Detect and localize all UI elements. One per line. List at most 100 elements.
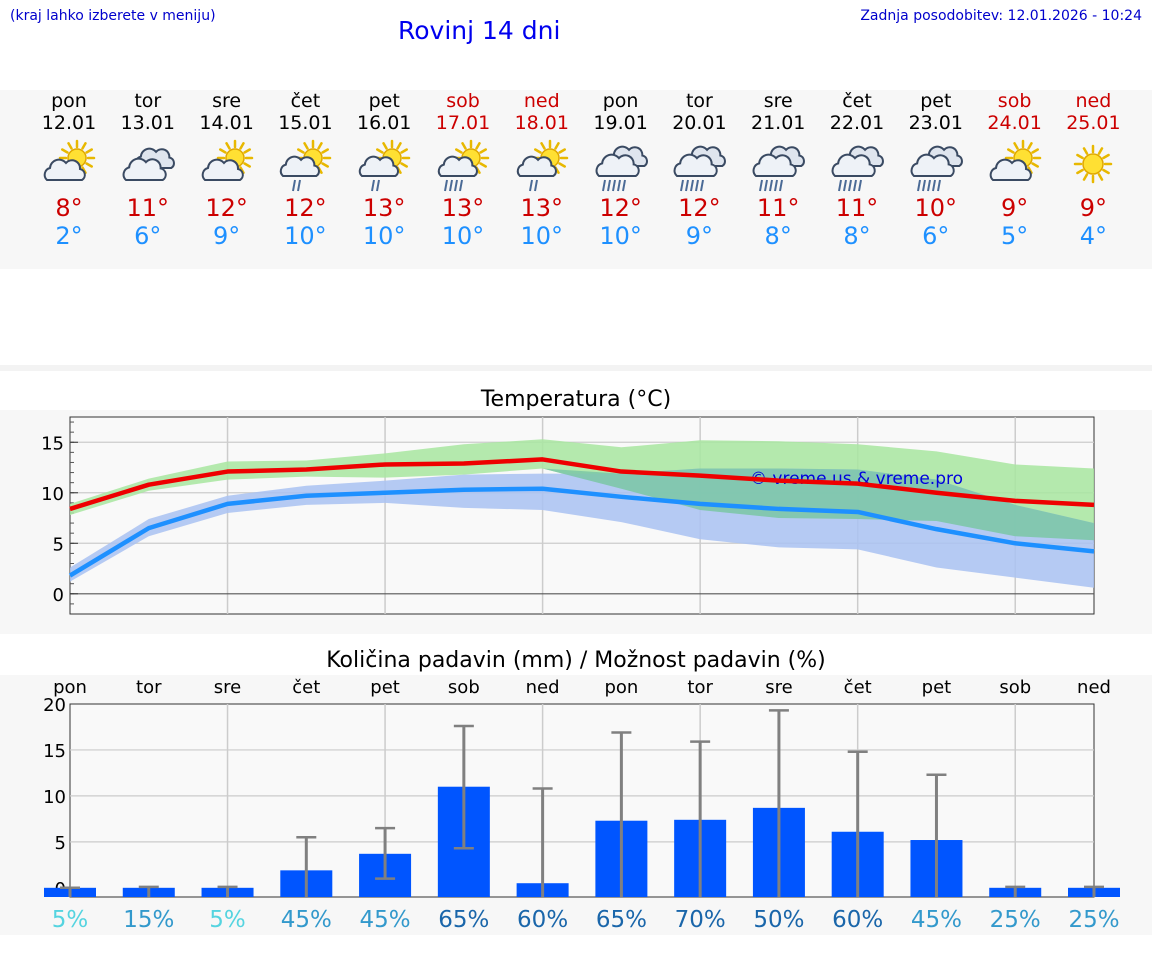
day-name: pon	[51, 90, 87, 112]
precipitation-probability: 5%	[52, 907, 89, 933]
max-temperature: 13°	[362, 194, 406, 222]
max-temperature: 12°	[678, 194, 721, 222]
day-date: 13.01	[120, 112, 175, 134]
clouds-rain-icon	[595, 145, 648, 192]
x-category-label: pet	[370, 677, 400, 698]
max-temperature: 11°	[126, 194, 170, 222]
min-temperature: 2°	[55, 222, 83, 250]
day-column: pon 12.01 8° 2°	[29, 90, 109, 250]
x-category-label: sob	[448, 677, 480, 698]
max-temperature: 8°	[55, 194, 83, 222]
day-name: ned	[523, 90, 560, 112]
day-column: pon 19.01 12° 10°	[581, 90, 661, 250]
y-tick-label: 5	[55, 833, 66, 854]
day-column: čet 15.01 12° 10°	[265, 90, 345, 250]
min-temperature: 10°	[599, 222, 642, 250]
y-tick-label: 15	[41, 433, 64, 454]
min-temperature: 8°	[764, 222, 792, 250]
day-name: sob	[997, 90, 1032, 112]
day-date: 24.01	[987, 112, 1042, 134]
sun-cloud-icon	[201, 139, 253, 181]
day-date: 19.01	[593, 112, 648, 134]
y-tick-label: 10	[41, 484, 64, 505]
x-category-label: čet	[292, 677, 320, 698]
max-temperature: 11°	[756, 194, 800, 222]
max-temperature: 9°	[1079, 194, 1108, 222]
y-tick-label: 5	[53, 534, 64, 555]
day-name: pon	[602, 90, 639, 112]
day-date: 18.01	[514, 112, 569, 134]
min-temperature: 8°	[843, 222, 871, 250]
day-column: ned 25.01 9° 4°	[1053, 90, 1133, 250]
max-temperature: 9°	[1000, 194, 1029, 222]
max-temperature: 12°	[284, 194, 327, 222]
precipitation-probability: 70%	[675, 907, 726, 933]
watermark: © vreme.us & vreme.pro	[750, 469, 963, 489]
min-temperature: 10°	[441, 222, 485, 250]
day-name: ned	[1075, 90, 1112, 112]
max-temperature: 12°	[599, 194, 642, 222]
page-title: Rovinj 14 dni	[398, 16, 561, 45]
day-column: sob 17.01 13° 10°	[423, 90, 503, 250]
day-date: 22.01	[829, 112, 885, 134]
day-name: tor	[134, 90, 162, 112]
day-date: 12.01	[41, 112, 97, 134]
x-category-label: pon	[53, 677, 87, 698]
day-column: ned 18.01 13° 10°	[502, 90, 582, 250]
y-tick-label: 10	[43, 787, 66, 808]
clouds-icon	[122, 147, 175, 181]
day-column: sre 14.01 12° 9°	[187, 90, 267, 250]
day-column: tor 20.01 12° 9°	[659, 90, 739, 250]
clouds-rain-icon	[831, 145, 884, 192]
location-hint: (kraj lahko izberete v meniju)	[10, 8, 216, 24]
day-column: tor 13.01 11° 6°	[108, 90, 188, 250]
precipitation-probability: 45%	[360, 907, 411, 933]
x-category-label: tor	[136, 677, 162, 698]
clouds-rain-icon	[752, 145, 806, 192]
precipitation-chart: 05101520pontorsrečetpetsobnedpontorsreče…	[43, 677, 1120, 933]
day-column: pet 16.01 13° 10°	[344, 90, 424, 250]
max-temperature: 10°	[914, 194, 958, 222]
x-category-label: sre	[214, 677, 241, 698]
sun-cloud-rain-icon	[359, 139, 411, 192]
day-date: 14.01	[199, 112, 254, 134]
min-temperature: 9°	[212, 222, 241, 250]
last-update-label: Zadnja posodobitev:	[860, 8, 1004, 24]
day-name: čet	[842, 90, 872, 112]
sun-cloud-icon	[43, 139, 96, 181]
x-category-label: ned	[526, 677, 560, 698]
precipitation-chart-title: Količina padavin (mm) / Možnost padavin …	[326, 648, 826, 673]
day-date: 17.01	[435, 112, 491, 134]
precipitation-probability: 25%	[990, 907, 1041, 933]
sun-cloud-rain-icon	[516, 139, 569, 192]
precipitation-probability: 5%	[209, 907, 246, 933]
temperature-chart-title: Temperatura (°C)	[480, 387, 672, 412]
separator	[0, 365, 1152, 371]
day-date: 21.01	[750, 112, 806, 134]
x-category-label: čet	[844, 677, 872, 698]
clouds-rain-icon	[910, 145, 963, 192]
min-temperature: 9°	[685, 222, 714, 250]
last-update: Zadnja posodobitev: 12.01.2026 - 10:24	[860, 8, 1142, 24]
max-temperature: 11°	[835, 194, 879, 222]
day-name: sob	[446, 90, 480, 112]
band-overlap	[70, 468, 1094, 541]
min-temperature: 5°	[1000, 222, 1029, 250]
x-category-label: ned	[1077, 677, 1111, 698]
day-date: 25.01	[1066, 112, 1121, 134]
sun-cloud-heavy-rain-icon	[437, 139, 490, 192]
day-date: 16.01	[356, 112, 412, 134]
precipitation-probability: 65%	[596, 907, 647, 933]
max-temperature: 12°	[205, 194, 248, 222]
sun-cloud-rain-icon	[280, 139, 332, 192]
y-tick-label: 0	[53, 585, 64, 606]
day-column: pet 23.01 10° 6°	[896, 90, 976, 250]
max-temperature: 13°	[520, 194, 564, 222]
x-category-label: pon	[604, 677, 638, 698]
day-date: 15.01	[278, 112, 333, 134]
day-name: pet	[368, 90, 400, 112]
x-category-label: tor	[687, 677, 713, 698]
precipitation-probability: 15%	[123, 907, 174, 933]
max-temperature-line	[69, 457, 1095, 512]
max-temperature: 13°	[441, 194, 485, 222]
